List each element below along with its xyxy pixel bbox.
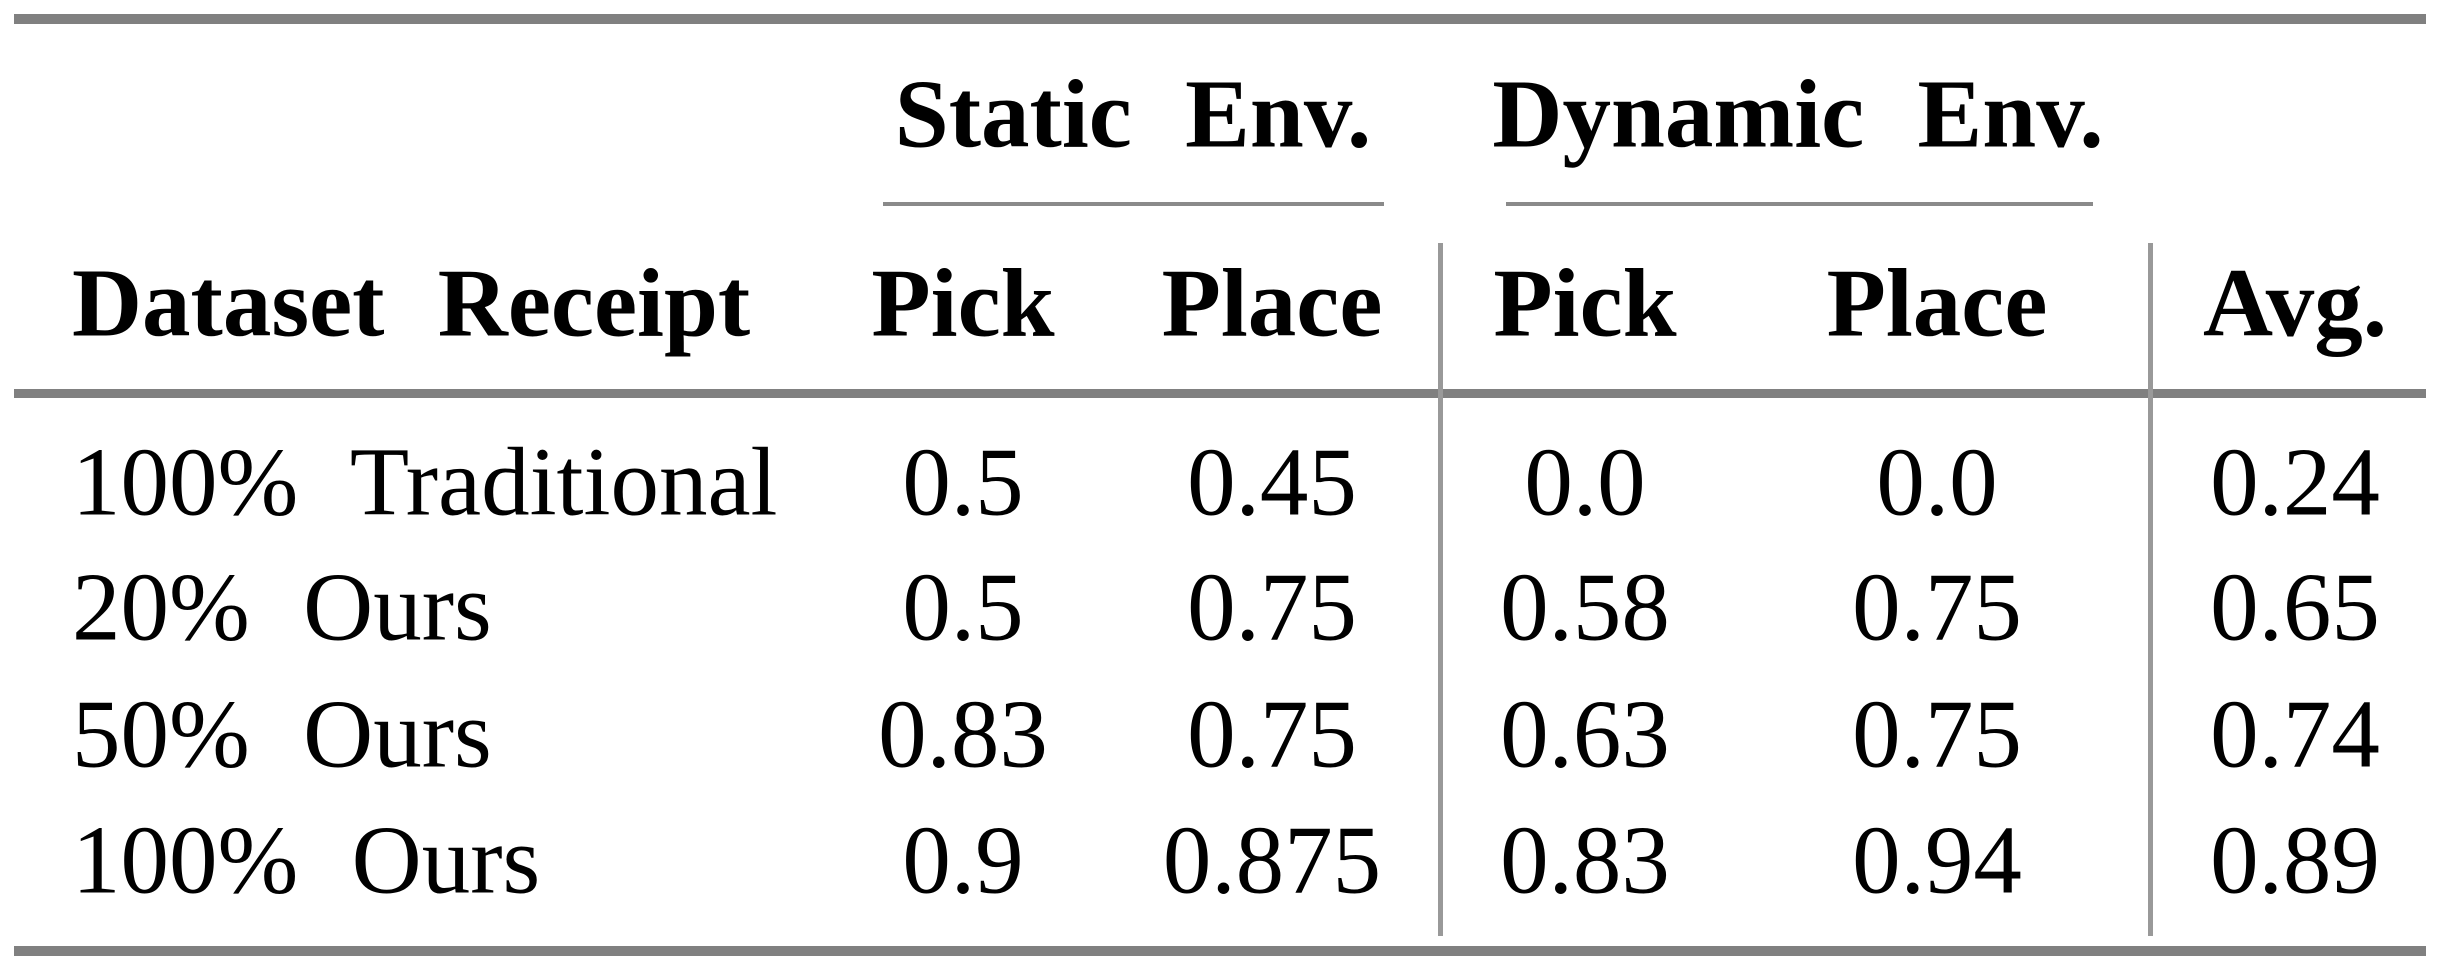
vertical-rule-dynamic-avg — [2148, 243, 2153, 936]
cell-dynamic-pick: 0.83 — [1500, 806, 1670, 914]
column-header-dynamic-pick: Pick — [1493, 249, 1677, 357]
row-label: 50% Ours — [72, 680, 492, 788]
column-header-dynamic-place: Place — [1826, 249, 2048, 357]
cell-avg: 0.65 — [2210, 553, 2380, 661]
cell-static-place: 0.75 — [1187, 553, 1357, 661]
cell-avg: 0.24 — [2210, 428, 2380, 536]
table-row: 20% Ours 0.5 0.75 0.58 0.75 0.65 — [0, 542, 2440, 672]
cell-dynamic-pick: 0.58 — [1500, 553, 1670, 661]
cell-static-place: 0.75 — [1187, 680, 1357, 788]
cell-avg: 0.89 — [2210, 806, 2380, 914]
column-header-dataset-receipt: Dataset Receipt — [72, 249, 751, 357]
column-header-row: Dataset Receipt Pick Place Pick Place Av… — [0, 238, 2440, 368]
row-label: 100% Ours — [72, 806, 541, 914]
column-header-avg: Avg. — [2202, 249, 2388, 357]
group-header-dynamic-env: Dynamic Env. — [1492, 60, 2104, 168]
cell-static-place: 0.875 — [1162, 806, 1382, 914]
table-row: 100% Ours 0.9 0.875 0.83 0.94 0.89 — [0, 795, 2440, 925]
cell-static-pick: 0.5 — [902, 428, 1024, 536]
row-label: 100% Traditional — [72, 428, 778, 536]
dynamic-env-underline — [1506, 202, 2093, 206]
cell-avg: 0.74 — [2210, 680, 2380, 788]
group-header-static-env: Static Env. — [894, 60, 1372, 168]
cell-dynamic-pick: 0.63 — [1500, 680, 1670, 788]
bottom-rule — [14, 946, 2426, 956]
table-row: 100% Traditional 0.5 0.45 0.0 0.0 0.24 — [0, 417, 2440, 547]
cell-static-pick: 0.5 — [902, 553, 1024, 661]
cell-dynamic-pick: 0.0 — [1524, 428, 1646, 536]
static-env-underline — [883, 202, 1384, 206]
cell-dynamic-place: 0.75 — [1852, 553, 2022, 661]
column-header-static-place: Place — [1161, 249, 1383, 357]
vertical-rule-static-dynamic — [1438, 243, 1443, 936]
table-row: 50% Ours 0.83 0.75 0.63 0.75 0.74 — [0, 669, 2440, 799]
cell-static-pick: 0.83 — [878, 680, 1048, 788]
column-header-static-pick: Pick — [871, 249, 1055, 357]
cell-dynamic-place: 0.94 — [1852, 806, 2022, 914]
cell-dynamic-place: 0.0 — [1876, 428, 1998, 536]
cell-static-place: 0.45 — [1187, 428, 1357, 536]
cell-static-pick: 0.9 — [902, 806, 1024, 914]
top-rule — [14, 14, 2426, 24]
group-header-row: Static Env. Dynamic Env. — [0, 49, 2440, 179]
header-separator-rule — [14, 389, 2426, 398]
row-label: 20% Ours — [72, 553, 492, 661]
cell-dynamic-place: 0.75 — [1852, 680, 2022, 788]
